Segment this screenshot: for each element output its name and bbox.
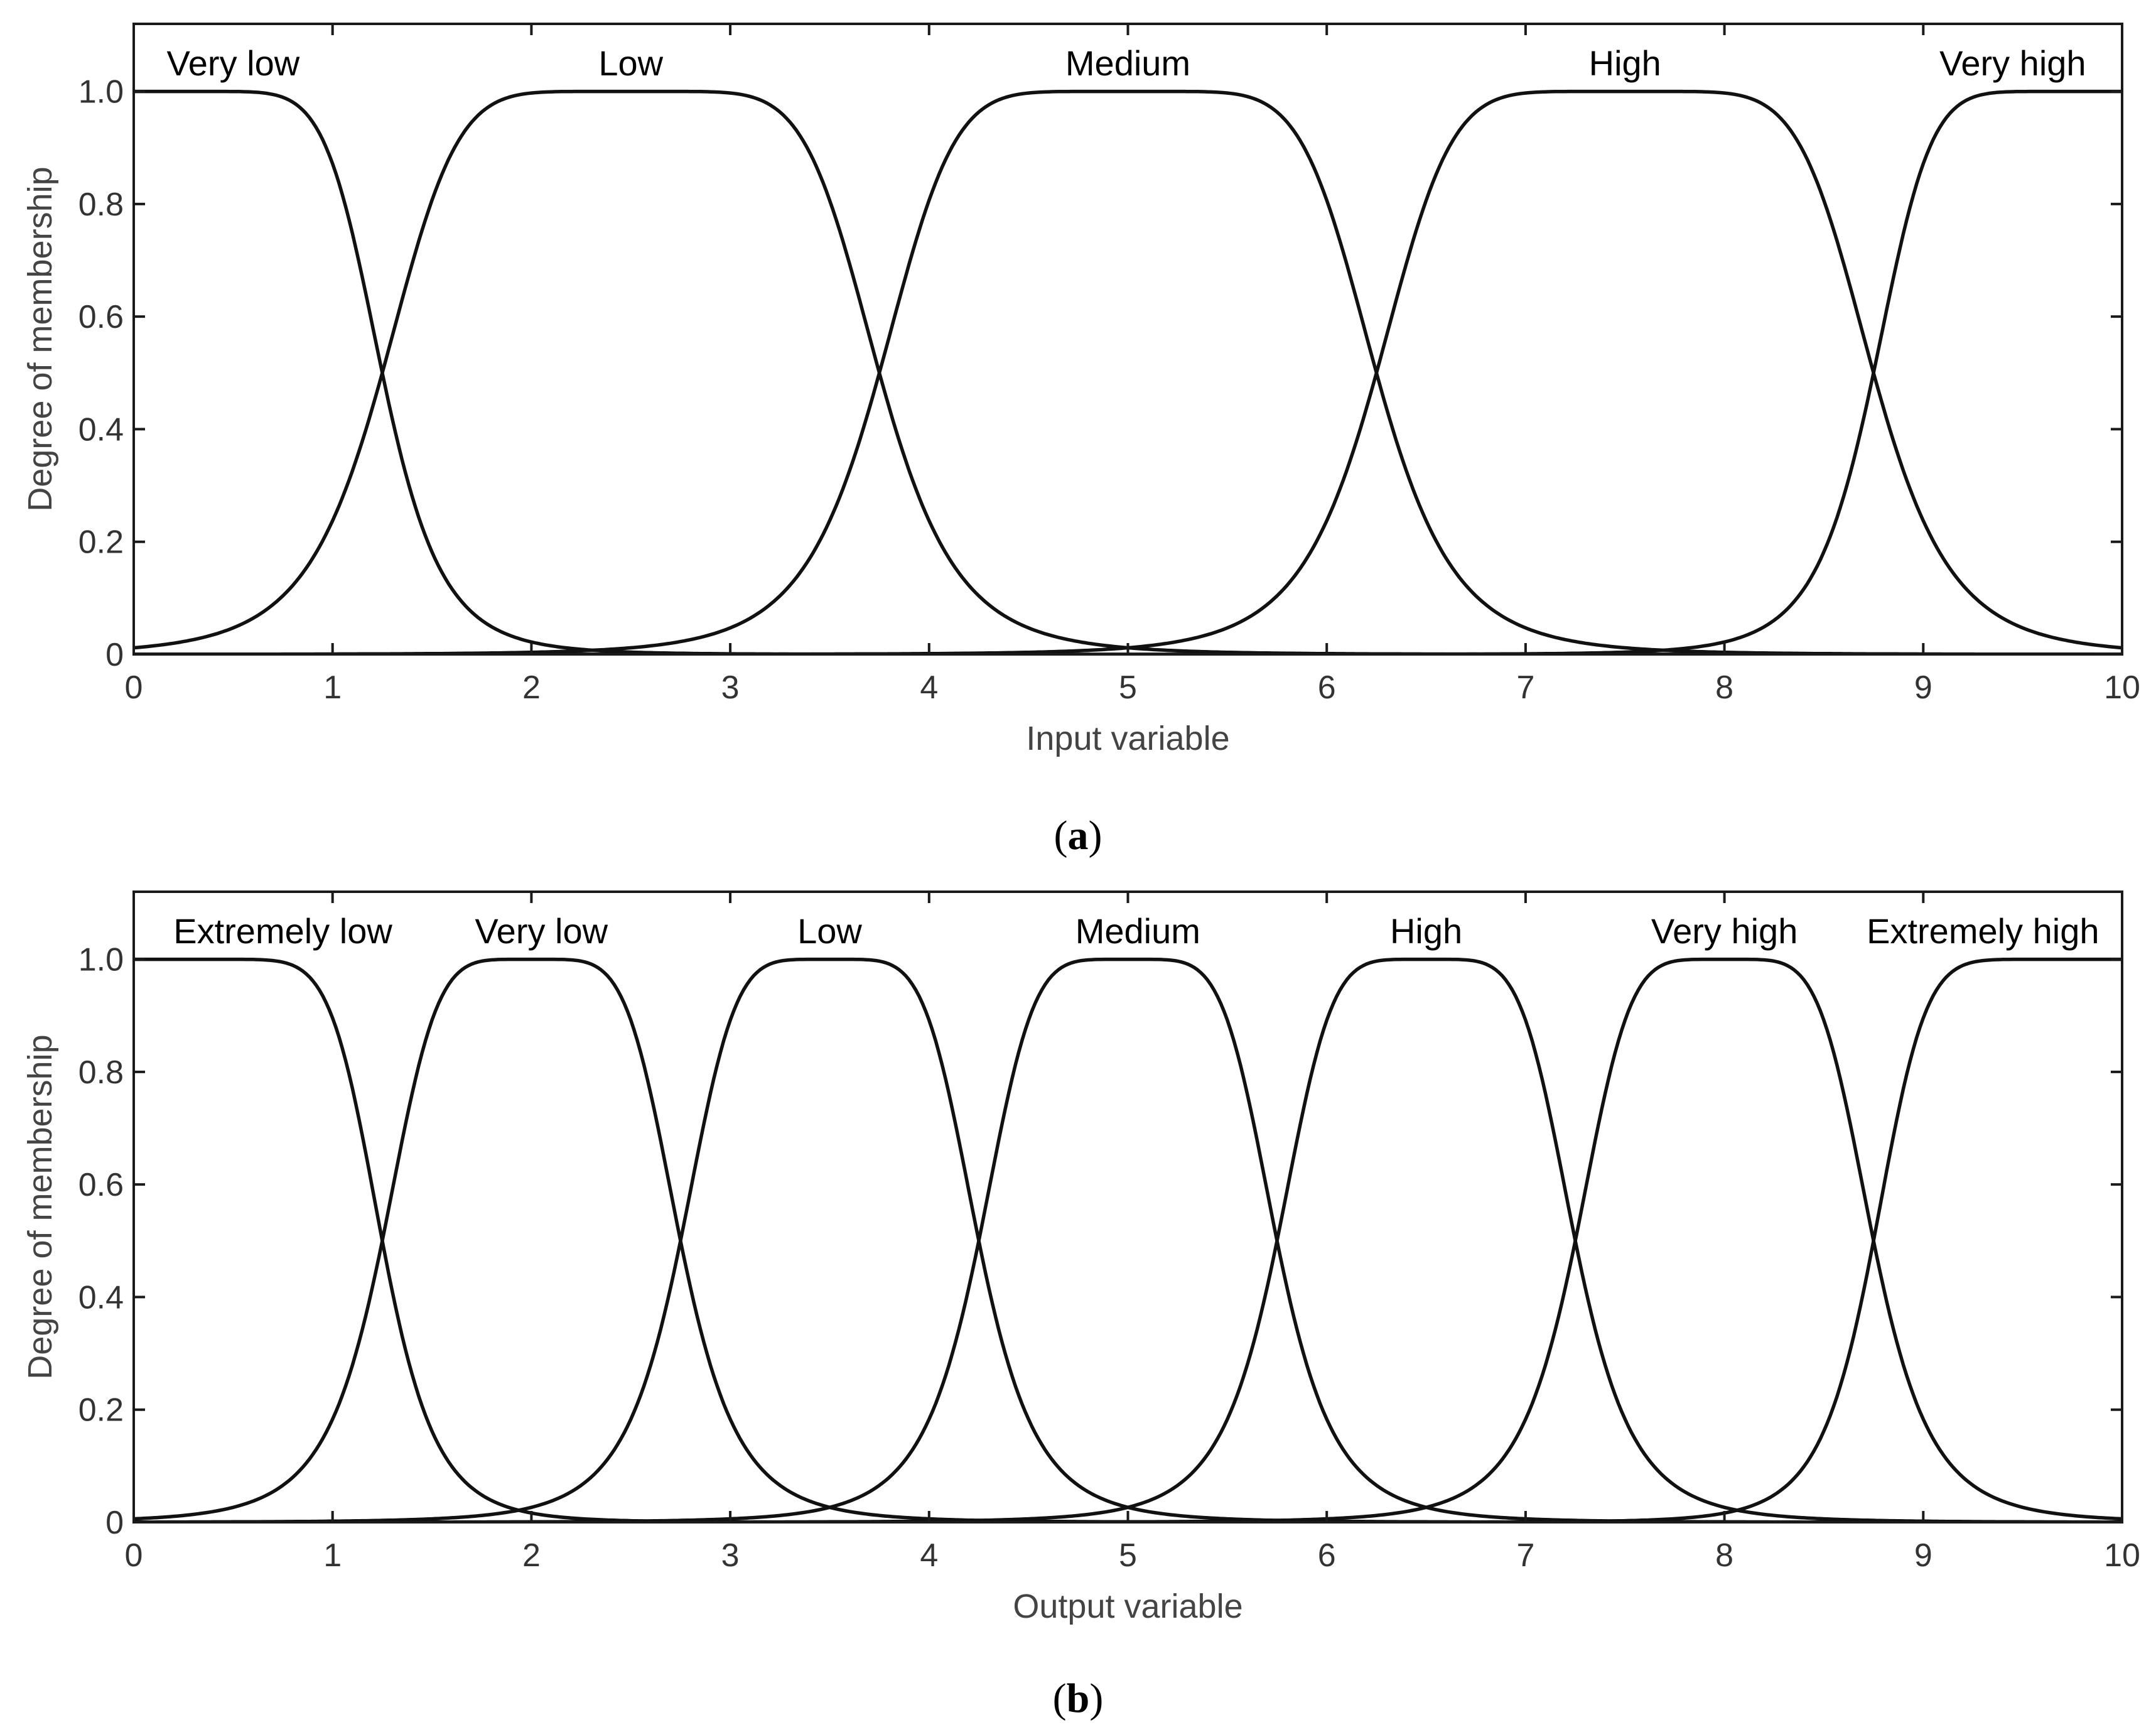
x-tick-label: 1 bbox=[323, 1537, 342, 1574]
panel-a-caption: (a) bbox=[1054, 813, 1102, 858]
panel-b-letter: b bbox=[1067, 1675, 1090, 1721]
x-tick-label: 6 bbox=[1318, 1537, 1336, 1574]
x-axis-label: Input variable bbox=[1026, 720, 1229, 757]
panel-b-caption: (b) bbox=[1053, 1675, 1104, 1721]
mf-curve-very-low bbox=[134, 89, 2122, 654]
mf-label-very-high: Very high bbox=[1651, 911, 1798, 951]
x-tick-label: 7 bbox=[1516, 669, 1534, 706]
mf-curve-low bbox=[134, 89, 2122, 654]
mf-curve-medium bbox=[134, 89, 2122, 654]
y-tick-label: 0.2 bbox=[78, 1392, 124, 1429]
y-tick-label: 0.6 bbox=[78, 1167, 124, 1203]
x-tick-label: 8 bbox=[1715, 1537, 1733, 1574]
x-tick-label: 10 bbox=[2104, 1537, 2140, 1574]
y-tick-label: 0.4 bbox=[78, 1279, 124, 1316]
y-tick-label: 0.8 bbox=[78, 187, 124, 223]
mf-curve-high bbox=[134, 957, 2122, 1522]
plot-frame bbox=[132, 23, 2123, 656]
y-tick-label: 0.2 bbox=[78, 524, 124, 561]
y-tick-label: 1.0 bbox=[78, 942, 124, 978]
mf-curve-extremely-high bbox=[134, 957, 2122, 1522]
y-tick-label: 1.0 bbox=[78, 74, 124, 111]
mf-curve-extremely-low bbox=[134, 957, 2122, 1522]
mf-label-extremely-low: Extremely low bbox=[173, 911, 392, 951]
x-tick-label: 2 bbox=[522, 669, 541, 706]
x-tick-label: 4 bbox=[920, 669, 938, 706]
curves-group bbox=[134, 957, 2122, 1522]
x-tick-label: 2 bbox=[522, 1537, 541, 1574]
x-tick-label: 10 bbox=[2104, 669, 2140, 706]
x-tick-label: 1 bbox=[323, 669, 342, 706]
y-tick-label: 0.4 bbox=[78, 411, 124, 448]
mf-curve-medium bbox=[134, 957, 2122, 1522]
mf-curve-low bbox=[134, 957, 2122, 1522]
y-tick-label: 0 bbox=[105, 1505, 124, 1541]
y-axis-label: Degree of membership bbox=[21, 1034, 59, 1379]
panel-a-letter: a bbox=[1068, 813, 1089, 858]
mf-curve-very-high bbox=[134, 89, 2122, 654]
x-tick-label: 9 bbox=[1914, 669, 1932, 706]
mf-label-very-high: Very high bbox=[1939, 43, 2086, 83]
x-tick-label: 5 bbox=[1119, 669, 1137, 706]
x-tick-label: 4 bbox=[920, 1537, 938, 1574]
x-tick-label: 5 bbox=[1119, 1537, 1137, 1574]
y-tick-label: 0.6 bbox=[78, 299, 124, 335]
y-axis-label: Degree of membership bbox=[21, 166, 59, 511]
mf-label-high: High bbox=[1390, 911, 1462, 951]
curves-group bbox=[134, 89, 2122, 654]
y-tick-label: 0 bbox=[105, 637, 124, 673]
x-tick-label: 7 bbox=[1516, 1537, 1534, 1574]
y-tick-label: 0.8 bbox=[78, 1054, 124, 1091]
panel-a-chart: Very low Low Medium High Very high 0 1 2 3 4 5 6 7 8 9… bbox=[21, 23, 2140, 757]
x-tick-label: 9 bbox=[1914, 1537, 1932, 1574]
x-axis-label: Output variable bbox=[1013, 1588, 1242, 1625]
mf-label-very-low: Very low bbox=[167, 43, 300, 83]
x-tick-label: 0 bbox=[125, 669, 143, 706]
mf-curve-high bbox=[134, 89, 2122, 654]
panel-b-chart: Extremely low Very low Low Medium High Very h… bbox=[21, 890, 2140, 1625]
mf-label-low: Low bbox=[598, 43, 663, 83]
mf-label-medium: Medium bbox=[1075, 911, 1200, 951]
x-tick-label: 3 bbox=[721, 669, 740, 706]
x-tick-label: 8 bbox=[1715, 669, 1733, 706]
mf-curve-very-low bbox=[134, 957, 2122, 1522]
x-tick-label: 3 bbox=[721, 1537, 740, 1574]
mf-label-extremely-high: Extremely high bbox=[1867, 911, 2099, 951]
x-tick-label: 6 bbox=[1318, 669, 1336, 706]
x-tick-label: 0 bbox=[125, 1537, 143, 1574]
mf-label-low: Low bbox=[797, 911, 862, 951]
mf-label-high: High bbox=[1589, 43, 1661, 83]
mf-label-medium: Medium bbox=[1065, 43, 1190, 83]
mf-label-very-low: Very low bbox=[475, 911, 608, 951]
mf-curve-very-high bbox=[134, 957, 2122, 1522]
